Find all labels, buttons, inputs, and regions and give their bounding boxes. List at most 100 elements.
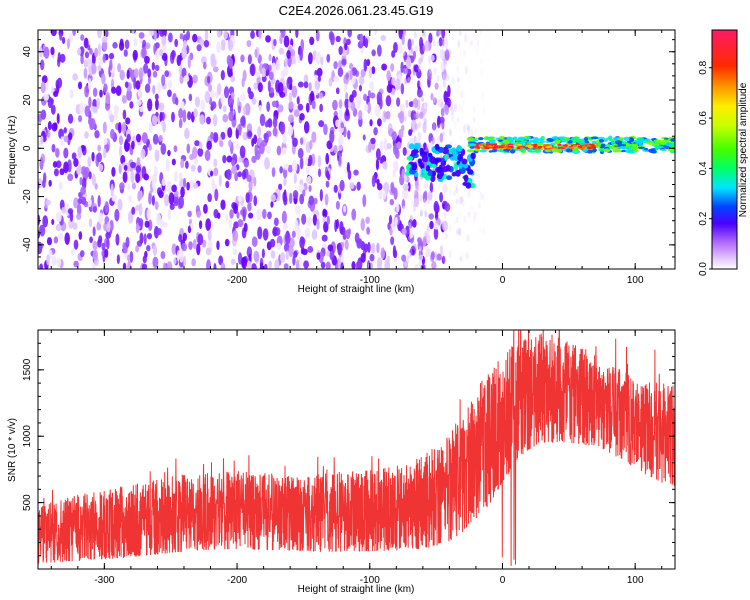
heatmap-cell (210, 131, 214, 140)
heatmap-cell (404, 192, 408, 199)
heatmap-cell (541, 147, 545, 150)
heatmap-cell (240, 116, 246, 127)
heatmap-cell (431, 54, 435, 62)
heatmap-cell (405, 99, 409, 109)
heatmap-cell (104, 248, 109, 258)
heatmap-cell (255, 69, 261, 78)
heatmap-cell (297, 103, 304, 111)
heatmap-cell (297, 81, 304, 88)
heatmap-cell (412, 103, 416, 112)
heatmap-cell (586, 144, 592, 147)
heatmap-cell (272, 226, 278, 237)
heatmap-cell (381, 63, 388, 71)
heatmap-cell (314, 80, 321, 90)
heatmap-cell (258, 30, 262, 39)
heatmap-cell (127, 183, 131, 190)
heatmap-cell (563, 144, 569, 147)
heatmap-cell (226, 168, 232, 181)
heatmap-cell (52, 161, 58, 168)
heatmap-cell (238, 123, 242, 136)
heatmap-cell (143, 233, 147, 245)
heatmap-cell (98, 212, 104, 225)
heatmap-cell (346, 38, 351, 46)
heatmap-cell (521, 140, 528, 143)
heatmap-cell (274, 259, 280, 269)
heatmap-cell (369, 253, 375, 262)
heatmap-cell (345, 108, 350, 117)
heatmap-cell (471, 205, 475, 214)
heatmap-cell (80, 34, 85, 41)
heatmap-cell (423, 198, 427, 208)
heatmap-cell (380, 34, 387, 42)
heatmap-cell (464, 121, 468, 130)
heatmap-cell (167, 149, 171, 157)
heatmap-cell (88, 198, 92, 208)
heatmap-cell (283, 243, 290, 253)
heatmap-cell (483, 125, 487, 131)
heatmap-cell (670, 138, 675, 142)
heatmap-cell (448, 250, 452, 259)
y-tick-label: 40 (22, 46, 33, 58)
heatmap-cell (434, 210, 439, 221)
heatmap-cell (241, 169, 247, 180)
heatmap-cell (138, 218, 144, 227)
heatmap-cell (478, 143, 485, 146)
heatmap-cell (292, 189, 299, 199)
heatmap-cell (431, 163, 437, 169)
heatmap-cell (239, 93, 246, 102)
heatmap-cell (159, 111, 163, 123)
heatmap-cell (220, 93, 224, 105)
heatmap-cell (317, 154, 322, 168)
heatmap-cell (369, 81, 375, 92)
heatmap-cell (370, 137, 376, 145)
heatmap-cell (477, 180, 481, 187)
heatmap-cell (153, 184, 157, 197)
heatmap-cell (182, 109, 187, 123)
heatmap-cell (306, 216, 312, 227)
heatmap-cell (375, 158, 380, 171)
heatmap-cell (393, 187, 398, 200)
heatmap-cell (188, 93, 193, 102)
heatmap-cell (89, 118, 96, 130)
heatmap-cell (248, 91, 254, 100)
heatmap-cell (236, 211, 240, 219)
heatmap-cell (246, 174, 252, 183)
heatmap-cell (139, 37, 144, 44)
heatmap-cell (101, 250, 105, 257)
heatmap-cell (160, 251, 166, 260)
heatmap-cell (237, 219, 244, 228)
heatmap-cell (204, 149, 211, 162)
heatmap-cell (242, 208, 246, 222)
heatmap-cell (503, 145, 508, 148)
heatmap-cell (247, 54, 252, 65)
heatmap-cell (432, 137, 436, 145)
heatmap-cell (230, 75, 236, 83)
heatmap-cell (126, 89, 132, 101)
heatmap-cell (434, 143, 440, 151)
heatmap-cell (613, 146, 621, 149)
heatmap-cell (431, 261, 437, 269)
heatmap-cell (347, 169, 352, 181)
heatmap-cell (321, 234, 328, 242)
heatmap-cell (56, 113, 60, 125)
heatmap-cell (155, 98, 159, 111)
heatmap-cell (184, 131, 190, 139)
heatmap-cell (130, 30, 135, 35)
heatmap-cell (427, 68, 432, 81)
heatmap-cell (557, 146, 561, 149)
heatmap-cell (485, 30, 489, 36)
heatmap-cell (333, 144, 338, 154)
heatmap-cell (84, 51, 90, 59)
heatmap-cell (464, 66, 468, 75)
heatmap-cell (369, 119, 373, 127)
heatmap-cell (486, 35, 490, 42)
heatmap-cell (590, 136, 599, 140)
heatmap-cell (247, 260, 252, 269)
heatmap-cell (437, 146, 445, 153)
heatmap-cell (410, 183, 414, 190)
heatmap-cell (123, 49, 128, 57)
heatmap-cell (227, 39, 234, 52)
heatmap-cell (374, 30, 378, 36)
heatmap-cell (424, 118, 428, 125)
heatmap-cell (76, 47, 82, 56)
